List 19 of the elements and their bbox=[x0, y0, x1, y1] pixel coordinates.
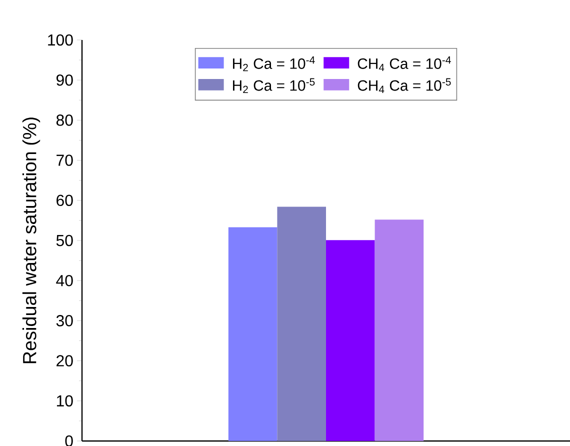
y-tick-label: 60 bbox=[56, 194, 73, 206]
y-tick-label: 80 bbox=[56, 114, 73, 126]
y-tick-label: 90 bbox=[56, 74, 73, 86]
y-tick-label: 50 bbox=[56, 234, 73, 246]
legend-label: CH$_{4}$ Ca = 10$^{-5}$ bbox=[358, 78, 451, 93]
legend-label: H$_{2}$ Ca = 10$^{-5}$ bbox=[233, 78, 315, 94]
y-tick-label: 30 bbox=[56, 315, 73, 326]
y-tick-label: 20 bbox=[56, 355, 73, 366]
bar bbox=[228, 227, 278, 441]
legend-label: CH$_{4}$ Ca = 10$^{-4}$ bbox=[358, 56, 451, 72]
y-axis-title: Residual water saturation (%) bbox=[22, 118, 40, 364]
legend-label: H$_{2}$ Ca = 10$^{-4}$ bbox=[233, 56, 315, 72]
bar bbox=[326, 240, 375, 441]
y-tick-label: 70 bbox=[56, 154, 73, 166]
y-tick-label: 10 bbox=[56, 395, 73, 407]
bar bbox=[374, 220, 424, 441]
y-tick-label: 40 bbox=[56, 274, 73, 286]
bar bbox=[277, 206, 326, 441]
y-tick-label: 100 bbox=[48, 34, 73, 46]
